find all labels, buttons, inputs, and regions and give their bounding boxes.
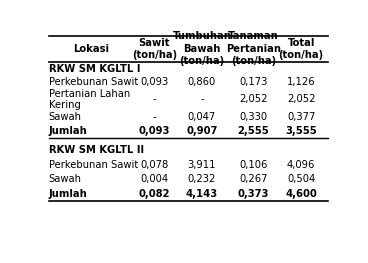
Text: Sawah: Sawah: [49, 112, 82, 122]
Text: -: -: [153, 112, 156, 122]
Text: Jumlah: Jumlah: [49, 189, 88, 199]
Text: Total
(ton/ha): Total (ton/ha): [279, 38, 324, 60]
Text: 0,173: 0,173: [240, 77, 268, 87]
Text: 0,504: 0,504: [287, 174, 315, 184]
Text: 3,911: 3,911: [188, 160, 216, 170]
Text: Sawah: Sawah: [49, 174, 82, 184]
Text: 0,004: 0,004: [140, 174, 169, 184]
Text: 0,106: 0,106: [240, 160, 268, 170]
Text: 0,232: 0,232: [188, 174, 216, 184]
Text: Pertanian Lahan
Kering: Pertanian Lahan Kering: [49, 89, 130, 110]
Text: Perkebunan Sawit: Perkebunan Sawit: [49, 77, 138, 87]
Text: Sawit
(ton/ha): Sawit (ton/ha): [132, 38, 177, 60]
Text: 0,082: 0,082: [139, 189, 170, 199]
Text: 4,096: 4,096: [287, 160, 315, 170]
Text: 4,143: 4,143: [186, 189, 218, 199]
Text: -: -: [153, 94, 156, 104]
Text: 0,047: 0,047: [188, 112, 216, 122]
Text: Lokasi: Lokasi: [73, 44, 109, 54]
Text: 0,093: 0,093: [139, 126, 170, 136]
Text: 3,555: 3,555: [285, 126, 317, 136]
Text: RKW SM KGLTL I: RKW SM KGLTL I: [49, 64, 140, 74]
Text: 0,267: 0,267: [239, 174, 268, 184]
Text: 0,860: 0,860: [188, 77, 216, 87]
Text: 2,555: 2,555: [238, 126, 269, 136]
Text: 0,377: 0,377: [287, 112, 315, 122]
Text: 2,052: 2,052: [239, 94, 268, 104]
Text: Jumlah: Jumlah: [49, 126, 88, 136]
Text: 0,093: 0,093: [140, 77, 169, 87]
Text: 0,078: 0,078: [140, 160, 169, 170]
Text: Tumbuhan
Bawah
(ton/ha): Tumbuhan Bawah (ton/ha): [173, 31, 231, 66]
Text: -: -: [200, 94, 204, 104]
Text: 0,330: 0,330: [240, 112, 268, 122]
Text: 1,126: 1,126: [287, 77, 315, 87]
Text: Tanaman
Pertanian
(ton/ha): Tanaman Pertanian (ton/ha): [226, 31, 281, 66]
Text: 0,907: 0,907: [186, 126, 217, 136]
Text: RKW SM KGLTL II: RKW SM KGLTL II: [49, 145, 144, 155]
Text: 0,373: 0,373: [238, 189, 269, 199]
Text: Perkebunan Sawit: Perkebunan Sawit: [49, 160, 138, 170]
Text: 2,052: 2,052: [287, 94, 315, 104]
Text: 4,600: 4,600: [285, 189, 317, 199]
